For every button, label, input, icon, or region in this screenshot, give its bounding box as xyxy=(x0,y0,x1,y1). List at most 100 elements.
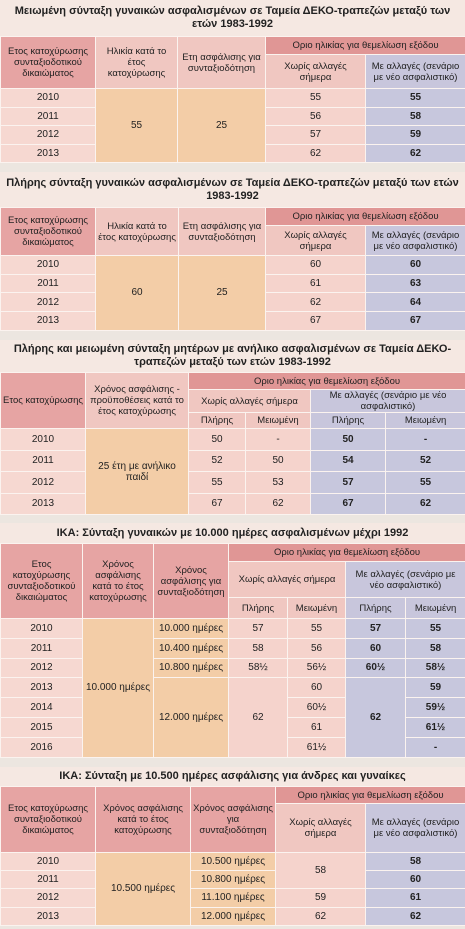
table-section: Μειωμένη σύνταξη γυναικών ασφαλισμένων σ… xyxy=(0,0,465,163)
year-cell: 2010 xyxy=(0,428,86,451)
value-cell: 64 xyxy=(364,292,465,313)
header-cell: Ηλικία κατά το έτος κατοχύρωσης xyxy=(95,207,179,256)
header-cell: Χρόνος ασφάλισης για συνταξιοδότηση xyxy=(153,543,229,619)
table-section: ΙΚΑ: Σύνταξη με 10.500 ημέρες ασφάλισης … xyxy=(0,767,465,926)
value-cell: 62 xyxy=(265,292,366,313)
header-cell: Χωρίς αλλαγές σήμερα xyxy=(228,561,346,598)
value-cell: 62 xyxy=(384,492,465,515)
value-cell: 10.000 ημέρες xyxy=(153,618,229,639)
value-cell: 55 xyxy=(364,88,465,108)
value-cell: 57 xyxy=(265,125,366,145)
value-cell: 10.000 ημέρες xyxy=(82,618,154,758)
value-cell: 55 xyxy=(287,618,346,639)
year-cell: 2011 xyxy=(0,449,86,472)
year-cell: 2011 xyxy=(0,637,83,659)
value-cell: 59 xyxy=(275,888,366,908)
value-cell: - xyxy=(404,736,465,758)
header-cell: Οριο ηλικίας για θεμελίωση εξόδου xyxy=(264,36,465,55)
header-cell: Με αλλαγές (σενάριο με νέο ασφαλιστικό) xyxy=(364,54,465,89)
table-title: Μειωμένη σύνταξη γυναικών ασφαλισμένων σ… xyxy=(0,0,465,36)
header-cell: Χωρίς αλλαγές σήμερα xyxy=(265,225,366,256)
value-cell: 57 xyxy=(310,471,386,494)
header-cell: Με αλλαγές (σενάριο με νέο ασφαλιστικό) xyxy=(364,803,465,853)
value-cell: 59½ xyxy=(404,697,465,718)
value-cell: 56½ xyxy=(287,657,346,679)
value-cell: 62 xyxy=(364,143,465,163)
header-cell: Μειωμένη xyxy=(245,412,311,429)
value-cell: 58 xyxy=(364,106,465,126)
value-cell: 60 xyxy=(345,637,406,659)
header-cell: Χωρίς αλλαγές σήμερα xyxy=(265,54,366,89)
header-cell: Με αλλαγές (σενάριο με νέο ασφαλιστικό) xyxy=(309,389,465,413)
value-cell: 54 xyxy=(310,449,386,472)
year-cell: 2012 xyxy=(0,471,86,494)
value-cell: 56 xyxy=(287,637,346,659)
year-cell: 2010 xyxy=(0,618,83,639)
value-cell: 67 xyxy=(265,311,366,331)
value-cell: 57 xyxy=(228,618,288,639)
value-cell: 61 xyxy=(287,716,346,738)
value-cell: 10.500 ημέρες xyxy=(95,852,191,926)
header-cell: Πλήρης xyxy=(345,597,406,619)
value-cell: 50 xyxy=(188,428,246,451)
header-cell: Οριο ηλικίας για θεμελίωση εξόδου xyxy=(187,372,465,390)
header-cell: Μειωμένη xyxy=(287,597,346,619)
year-cell: 2016 xyxy=(0,736,83,758)
value-cell: 10.800 ημέρες xyxy=(153,657,229,679)
value-cell: 61 xyxy=(364,888,465,908)
value-cell: 56 xyxy=(265,106,366,126)
value-cell: 12.000 ημέρες xyxy=(153,677,229,758)
value-cell: 60 xyxy=(364,870,465,890)
value-cell: - xyxy=(384,428,465,451)
value-cell: 62 xyxy=(275,906,366,926)
year-cell: 2011 xyxy=(0,106,96,126)
header-cell: Ηλικία κατά το έτος κατοχύρωσης xyxy=(95,36,178,89)
header-cell: Ετη ασφάλισης για συνταξιοδότηση xyxy=(178,207,266,256)
value-cell: 63 xyxy=(364,273,465,294)
header-cell: Ετος κατοχύρωσης συνταξιοδοτικού δικαιώμ… xyxy=(0,543,83,619)
header-cell: Χρόνος ασφάλισης κατά το έτος κατοχύρωση… xyxy=(82,543,154,619)
value-cell: 60½ xyxy=(345,657,406,679)
header-cell: Με αλλαγές (σενάριο με νέο ασφαλιστικό) xyxy=(344,561,465,598)
year-cell: 2010 xyxy=(0,851,96,872)
value-cell: 55 xyxy=(265,88,366,108)
year-cell: 2012 xyxy=(0,292,96,313)
value-cell: 58 xyxy=(275,851,366,890)
year-cell: 2013 xyxy=(0,143,96,163)
table: Ετος κατοχύρωσης συνταξιοδοτικού δικαιώμ… xyxy=(0,36,465,163)
table-title: Πλήρης και μειωμένη σύνταξη μητέρων με α… xyxy=(0,340,465,372)
value-cell: 58 xyxy=(404,637,465,659)
value-cell: 60 xyxy=(287,677,346,699)
value-cell: 55 xyxy=(95,88,178,163)
header-cell: Οριο ηλικίας για θεμελίωση εξόδου xyxy=(264,207,465,226)
table-section: Πλήρης σύνταξη γυναικών ασφαλισμένων σε … xyxy=(0,172,465,331)
value-cell: 55 xyxy=(384,471,465,494)
value-cell: 10.800 ημέρες xyxy=(190,870,276,890)
value-cell: 58½ xyxy=(404,657,465,679)
header-cell: Χρόνος ασφάλισης κατά το έτος κατοχύρωση… xyxy=(95,786,191,853)
table: Ετος κατοχύρωσης Χρόνος ασφάλισης - προϋπ… xyxy=(0,372,465,515)
value-cell: 59 xyxy=(404,677,465,699)
value-cell: 25 xyxy=(177,88,266,163)
value-cell: 60½ xyxy=(287,697,346,718)
value-cell: 52 xyxy=(384,449,465,472)
value-cell: 12.000 ημέρες xyxy=(190,906,276,926)
value-cell: 61½ xyxy=(287,736,346,758)
table: Ετος κατοχύρωσης συνταξιοδοτικού δικαιώμ… xyxy=(0,786,465,926)
value-cell: 57 xyxy=(345,618,406,639)
value-cell: 52 xyxy=(188,449,246,472)
header-cell: Πλήρης xyxy=(310,412,386,429)
value-cell: 55 xyxy=(188,471,246,494)
value-cell: 62 xyxy=(228,677,288,758)
year-cell: 2014 xyxy=(0,697,83,718)
header-cell: Ετος κατοχύρωσης xyxy=(0,372,86,429)
value-cell: 67 xyxy=(188,492,246,515)
value-cell: 50 xyxy=(310,428,386,451)
value-cell: 58 xyxy=(364,851,465,872)
value-cell: 61 xyxy=(265,273,366,294)
table-title: ΙΚΑ: Σύνταξη γυναικών με 10.000 ημέρες α… xyxy=(0,523,465,543)
header-cell: Χρόνος ασφάλισης για συνταξιοδότηση xyxy=(190,786,276,853)
header-cell: Ετος κατοχύρωσης συνταξιοδοτικού δικαιώμ… xyxy=(0,36,96,89)
value-cell: 58 xyxy=(228,637,288,659)
header-cell: Οριο ηλικίας για θεμελίωση εξόδου xyxy=(227,543,465,562)
